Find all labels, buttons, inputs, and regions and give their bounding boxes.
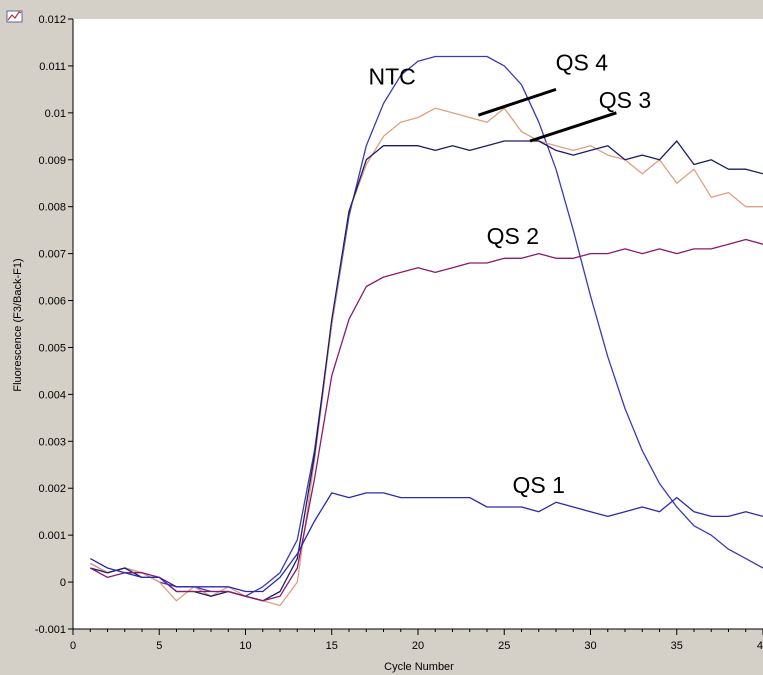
y-tick-label: 0.005 — [38, 342, 66, 354]
y-tick-label: 0.008 — [38, 202, 66, 214]
y-tick-labels: -0.001 0 0.001 0.002 0.003 0.004 0.005 0.006 0.0… — [35, 14, 73, 636]
annotation-qs-3: QS 3 — [599, 87, 651, 113]
y-axis-title: Fluorescence (F3/Back-F1) — [12, 258, 24, 391]
x-tick-label: 15 — [326, 640, 338, 652]
y-tick-label: 0.01 — [45, 108, 66, 120]
y-tick-label: 0.012 — [38, 14, 66, 26]
y-tick-label: 0.009 — [38, 155, 66, 167]
leader-line-qs-4 — [477, 87, 557, 117]
annotation-layer: NTC QS 4 QS 3 QS 2 QS 1 — [368, 50, 651, 498]
y-tick-label: 0.007 — [38, 249, 66, 261]
y-tick-label: 0.001 — [38, 530, 66, 542]
leader-line-qs-3 — [529, 111, 617, 143]
series-line-qs-1 — [89, 492, 763, 593]
plot-area — [73, 19, 763, 629]
y-tick-label: 0 — [60, 577, 66, 589]
x-tick-label: 0 — [70, 640, 76, 652]
x-tick-label: 20 — [412, 640, 424, 652]
x-tick-label: 5 — [156, 640, 162, 652]
y-tick-label: 0.002 — [38, 483, 66, 495]
series-layer — [89, 55, 763, 607]
series-line-ntc — [89, 55, 763, 597]
y-tick-label: 0.006 — [38, 296, 66, 308]
y-tick-label: 0.003 — [38, 436, 66, 448]
x-tick-label: 35 — [671, 640, 683, 652]
y-tick-label: 0.011 — [39, 61, 66, 73]
annotation-qs-4: QS 4 — [556, 50, 609, 76]
x-tick-label: 40 — [757, 640, 763, 652]
x-tick-labels: 0 5 10 15 20 25 30 35 40 — [70, 629, 763, 652]
x-axis-title: Cycle Number — [384, 661, 454, 673]
annotation-qs-2: QS 2 — [487, 223, 539, 249]
series-line-qs-3 — [90, 140, 763, 602]
chart-window-icon[interactable] — [6, 10, 23, 23]
y-tick-label: 0.004 — [38, 389, 66, 401]
series-line-qs-2 — [89, 238, 763, 602]
annotation-qs-1: QS 1 — [513, 472, 565, 498]
x-tick-label: 30 — [584, 640, 596, 652]
x-tick-label: 10 — [239, 640, 251, 652]
x-tick-label: 25 — [498, 640, 510, 652]
y-tick-label: -0.001 — [35, 624, 66, 636]
annotation-ntc: NTC — [368, 64, 415, 90]
